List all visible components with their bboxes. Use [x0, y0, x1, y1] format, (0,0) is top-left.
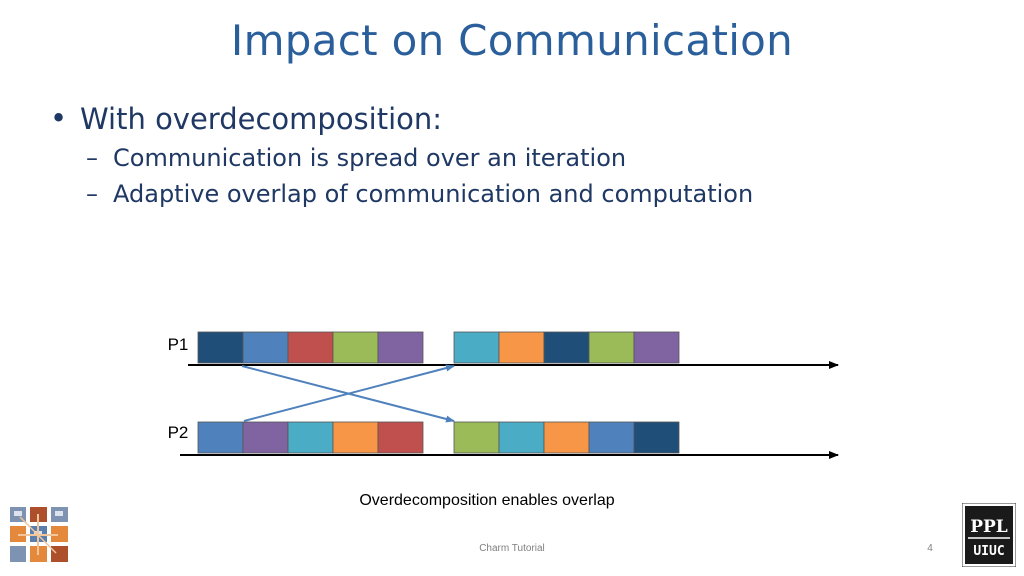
task-blocks-p2 [197, 421, 680, 454]
task-block [498, 421, 545, 454]
diagram-caption: Overdecomposition enables overlap [359, 492, 615, 509]
task-block [332, 331, 379, 364]
footer-text: Charm Tutorial [479, 543, 545, 554]
charm-grid-logo-icon [8, 505, 72, 565]
task-block [453, 331, 500, 364]
task-block [287, 331, 334, 364]
processor-label-p1: P1 [168, 335, 189, 354]
sub-bullet-item: – Communication is spread over an iterat… [50, 144, 970, 172]
slide-title: Impact on Communication [230, 16, 794, 65]
message-arrow-p2-to-p1 [243, 364, 455, 422]
task-block [377, 331, 424, 364]
bullet-item: • With overdecomposition: [50, 101, 970, 136]
bullet-list: • With overdecomposition: – Communicatio… [50, 101, 970, 208]
task-block [242, 421, 289, 454]
sub-bullet-marker: – [86, 180, 98, 208]
task-block [498, 331, 545, 364]
task-block [633, 421, 680, 454]
uiuc-logo-text: UIUC [973, 544, 1004, 559]
task-block [287, 421, 334, 454]
task-block [377, 421, 424, 454]
sub-bullet-text: Adaptive overlap of communication and co… [113, 180, 754, 208]
task-block [543, 331, 590, 364]
bullet-marker: • [50, 101, 68, 135]
page-number: 4 [927, 543, 933, 554]
task-block [332, 421, 379, 454]
task-block [242, 331, 289, 364]
task-block [453, 421, 500, 454]
sub-bullet-text: Communication is spread over an iteratio… [113, 144, 627, 172]
processor-label-p2: P2 [168, 423, 189, 442]
task-block [543, 421, 590, 454]
task-block [588, 421, 635, 454]
task-block [633, 331, 680, 364]
task-block [588, 331, 635, 364]
task-block [197, 421, 244, 454]
ppl-logo-text: PPL [970, 517, 1008, 537]
task-blocks-p1 [197, 331, 680, 364]
sub-bullet-item: – Adaptive overlap of communication and … [50, 180, 970, 208]
bullet-text: With overdecomposition: [80, 102, 443, 136]
ppl-uiuc-logo-icon: PPL UIUC [962, 503, 1016, 567]
processor-row-p1: P1 [168, 331, 839, 369]
task-block [197, 331, 244, 364]
sub-bullet-marker: – [86, 144, 98, 172]
processor-row-p2: P2 [168, 421, 839, 459]
